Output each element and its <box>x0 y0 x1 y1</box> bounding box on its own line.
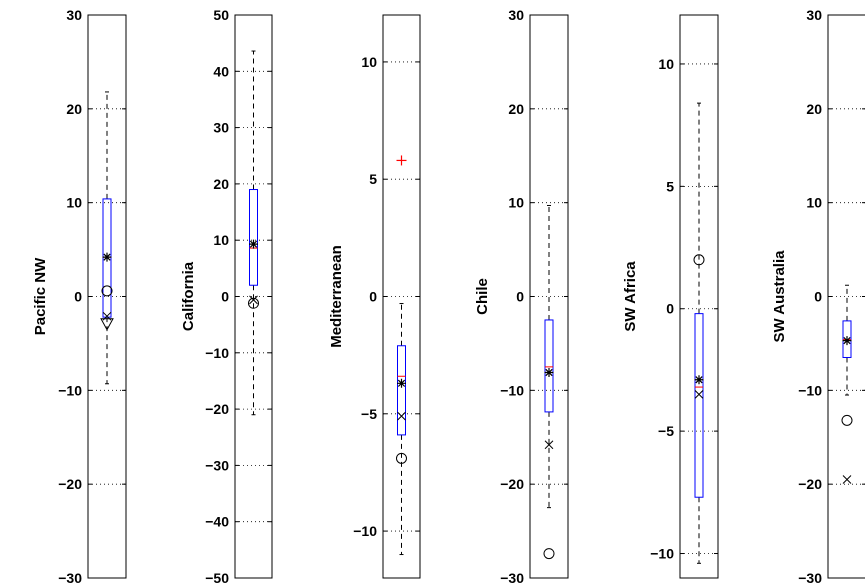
y-axis-label: Mediterranean <box>328 245 345 348</box>
y-tick-label: 0 <box>666 301 674 317</box>
y-tick-label: −10 <box>650 546 674 562</box>
mean-asterisk-marker <box>842 336 852 346</box>
y-axis-label: SW Australia <box>771 250 788 343</box>
circle-marker <box>101 285 113 297</box>
y-tick-label: −10 <box>58 382 82 398</box>
panel-5: −10 −5 0 5 10 SW Africa <box>622 14 719 579</box>
y-tick-label: −5 <box>658 423 674 439</box>
circle-marker <box>841 414 853 426</box>
y-tick-label: 10 <box>806 195 822 211</box>
x-marker <box>544 440 554 450</box>
iqr-box <box>249 189 258 286</box>
y-tick-label: 5 <box>369 171 377 187</box>
mean-asterisk-marker <box>102 252 112 262</box>
iqr-box <box>694 313 704 498</box>
y-tick-label: 10 <box>658 56 674 72</box>
y-tick-label: 10 <box>213 232 229 248</box>
y-tick-label: 0 <box>516 289 524 305</box>
iqr-box <box>102 198 112 318</box>
y-tick-label: −30 <box>798 570 822 584</box>
y-tick-label: −30 <box>205 457 229 473</box>
y-tick-label: 30 <box>806 7 822 23</box>
y-tick-label: 20 <box>806 101 822 117</box>
panel-2: −50 −40 −30 −20 −10 0 10 20 30 40 50 California <box>180 7 273 584</box>
y-axis-label: Pacific NW <box>32 257 49 335</box>
y-tick-label: 50 <box>213 7 229 23</box>
y-tick-label: 30 <box>508 7 524 23</box>
y-tick-label: 0 <box>369 289 377 305</box>
y-tick-label: 40 <box>213 63 229 79</box>
y-axis-label: Chile <box>474 278 491 315</box>
y-axis-label: SW Africa <box>622 261 639 332</box>
y-tick-label: −20 <box>58 476 82 492</box>
y-tick-label: −20 <box>798 476 822 492</box>
panel-3: −10 −5 0 5 10 Mediterranean <box>328 14 421 579</box>
mean-asterisk-marker <box>397 378 406 388</box>
y-tick-label: 20 <box>213 176 229 192</box>
x-marker <box>842 475 852 484</box>
panel-6: −30 −20 −10 0 10 20 30 SW Australia <box>771 7 865 584</box>
mean-asterisk-marker <box>694 375 704 385</box>
y-tick-label: −20 <box>205 401 229 417</box>
iqr-box <box>544 319 554 413</box>
circle-marker <box>248 297 259 309</box>
y-tick-label: 20 <box>508 101 524 117</box>
axes-frame <box>679 14 719 579</box>
y-tick-label: 0 <box>221 289 229 305</box>
y-tick-label: 0 <box>814 289 822 305</box>
circle-marker <box>396 452 407 464</box>
y-tick-label: −10 <box>353 523 377 539</box>
y-tick-label: −30 <box>500 570 524 584</box>
iqr-box <box>397 345 406 436</box>
x-marker <box>249 295 258 305</box>
y-tick-label: 10 <box>66 195 82 211</box>
axes-frame <box>827 14 865 579</box>
y-tick-label: −50 <box>205 570 229 584</box>
y-tick-label: −20 <box>500 476 524 492</box>
y-tick-label: 5 <box>666 178 674 194</box>
circle-marker <box>693 254 705 266</box>
y-tick-label: −10 <box>798 382 822 398</box>
triangle-down-marker <box>100 318 114 331</box>
panel-4: −30 −20 −10 0 10 20 30 Chile <box>474 7 569 584</box>
y-tick-label: −10 <box>205 345 229 361</box>
y-tick-label: 10 <box>361 54 377 70</box>
mean-asterisk-marker <box>544 368 554 378</box>
x-marker <box>397 411 406 421</box>
x-marker <box>694 390 704 399</box>
y-tick-label: 20 <box>66 101 82 117</box>
y-tick-label: −30 <box>58 570 82 584</box>
mean-asterisk-marker <box>249 239 258 249</box>
y-tick-label: 30 <box>66 7 82 23</box>
panel-1: −30 −20 −10 0 10 20 30 Pacific NW <box>32 7 127 584</box>
y-tick-label: −10 <box>500 382 524 398</box>
y-tick-label: 0 <box>74 289 82 305</box>
y-tick-label: −5 <box>361 406 377 422</box>
outlier-plus-marker <box>396 155 407 166</box>
y-axis-label: California <box>180 261 197 331</box>
circle-marker <box>543 548 555 560</box>
y-tick-label: −40 <box>205 514 229 530</box>
y-tick-label: 30 <box>213 120 229 136</box>
y-tick-label: 10 <box>508 195 524 211</box>
